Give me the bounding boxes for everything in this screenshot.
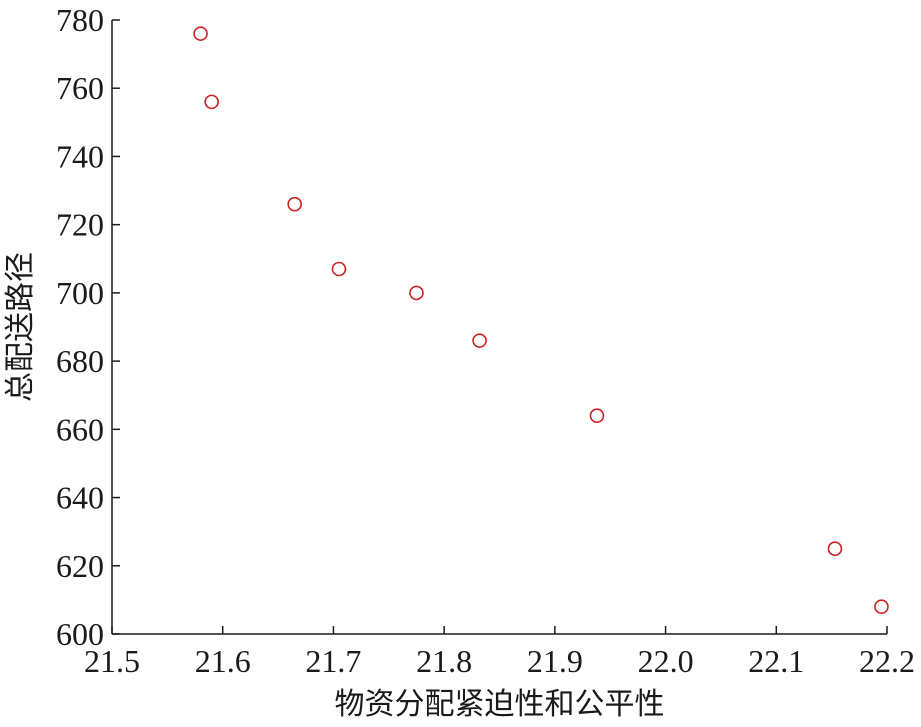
data-point	[874, 599, 889, 615]
x-tick-label: 21.7	[305, 643, 361, 679]
data-point	[589, 408, 605, 423]
y-tick-label: 700	[56, 275, 104, 311]
data-point	[472, 333, 487, 348]
data-point	[331, 261, 347, 277]
data-point	[287, 196, 302, 212]
y-tick-label: 600	[56, 616, 104, 652]
x-tick-label: 22.1	[748, 643, 804, 679]
x-axis-ticks: 21.5 21.6 21.7 21.8 21.9 22.0 22.1 22.2	[84, 626, 915, 679]
x-tick-label: 22.2	[859, 643, 915, 679]
x-tick-label: 21.6	[195, 643, 251, 679]
y-tick-label: 780	[56, 2, 104, 38]
axes	[111, 20, 887, 635]
x-tick-label: 21.5	[84, 643, 140, 679]
x-axis-title: 物资分配紧迫性和公平性	[335, 687, 665, 722]
data-point	[409, 285, 424, 301]
x-tick-label: 22.0	[638, 643, 694, 679]
y-axis-ticks: 600 620 640 660 680 700 720 740 760 780	[56, 2, 120, 652]
y-tick-label: 640	[56, 480, 104, 516]
y-axis-title: 总配送路径	[3, 252, 38, 402]
data-point	[204, 94, 219, 110]
x-tick-label: 21.8	[416, 643, 472, 679]
data-point	[193, 26, 208, 41]
y-tick-label: 720	[56, 207, 104, 243]
y-tick-label: 680	[56, 343, 104, 379]
x-tick-label: 21.9	[527, 643, 583, 679]
y-tick-label: 740	[56, 138, 104, 174]
y-tick-label: 620	[56, 548, 104, 584]
data-points	[193, 26, 889, 615]
y-tick-label: 660	[56, 411, 104, 447]
data-point	[827, 541, 843, 557]
y-tick-label: 760	[56, 70, 104, 106]
